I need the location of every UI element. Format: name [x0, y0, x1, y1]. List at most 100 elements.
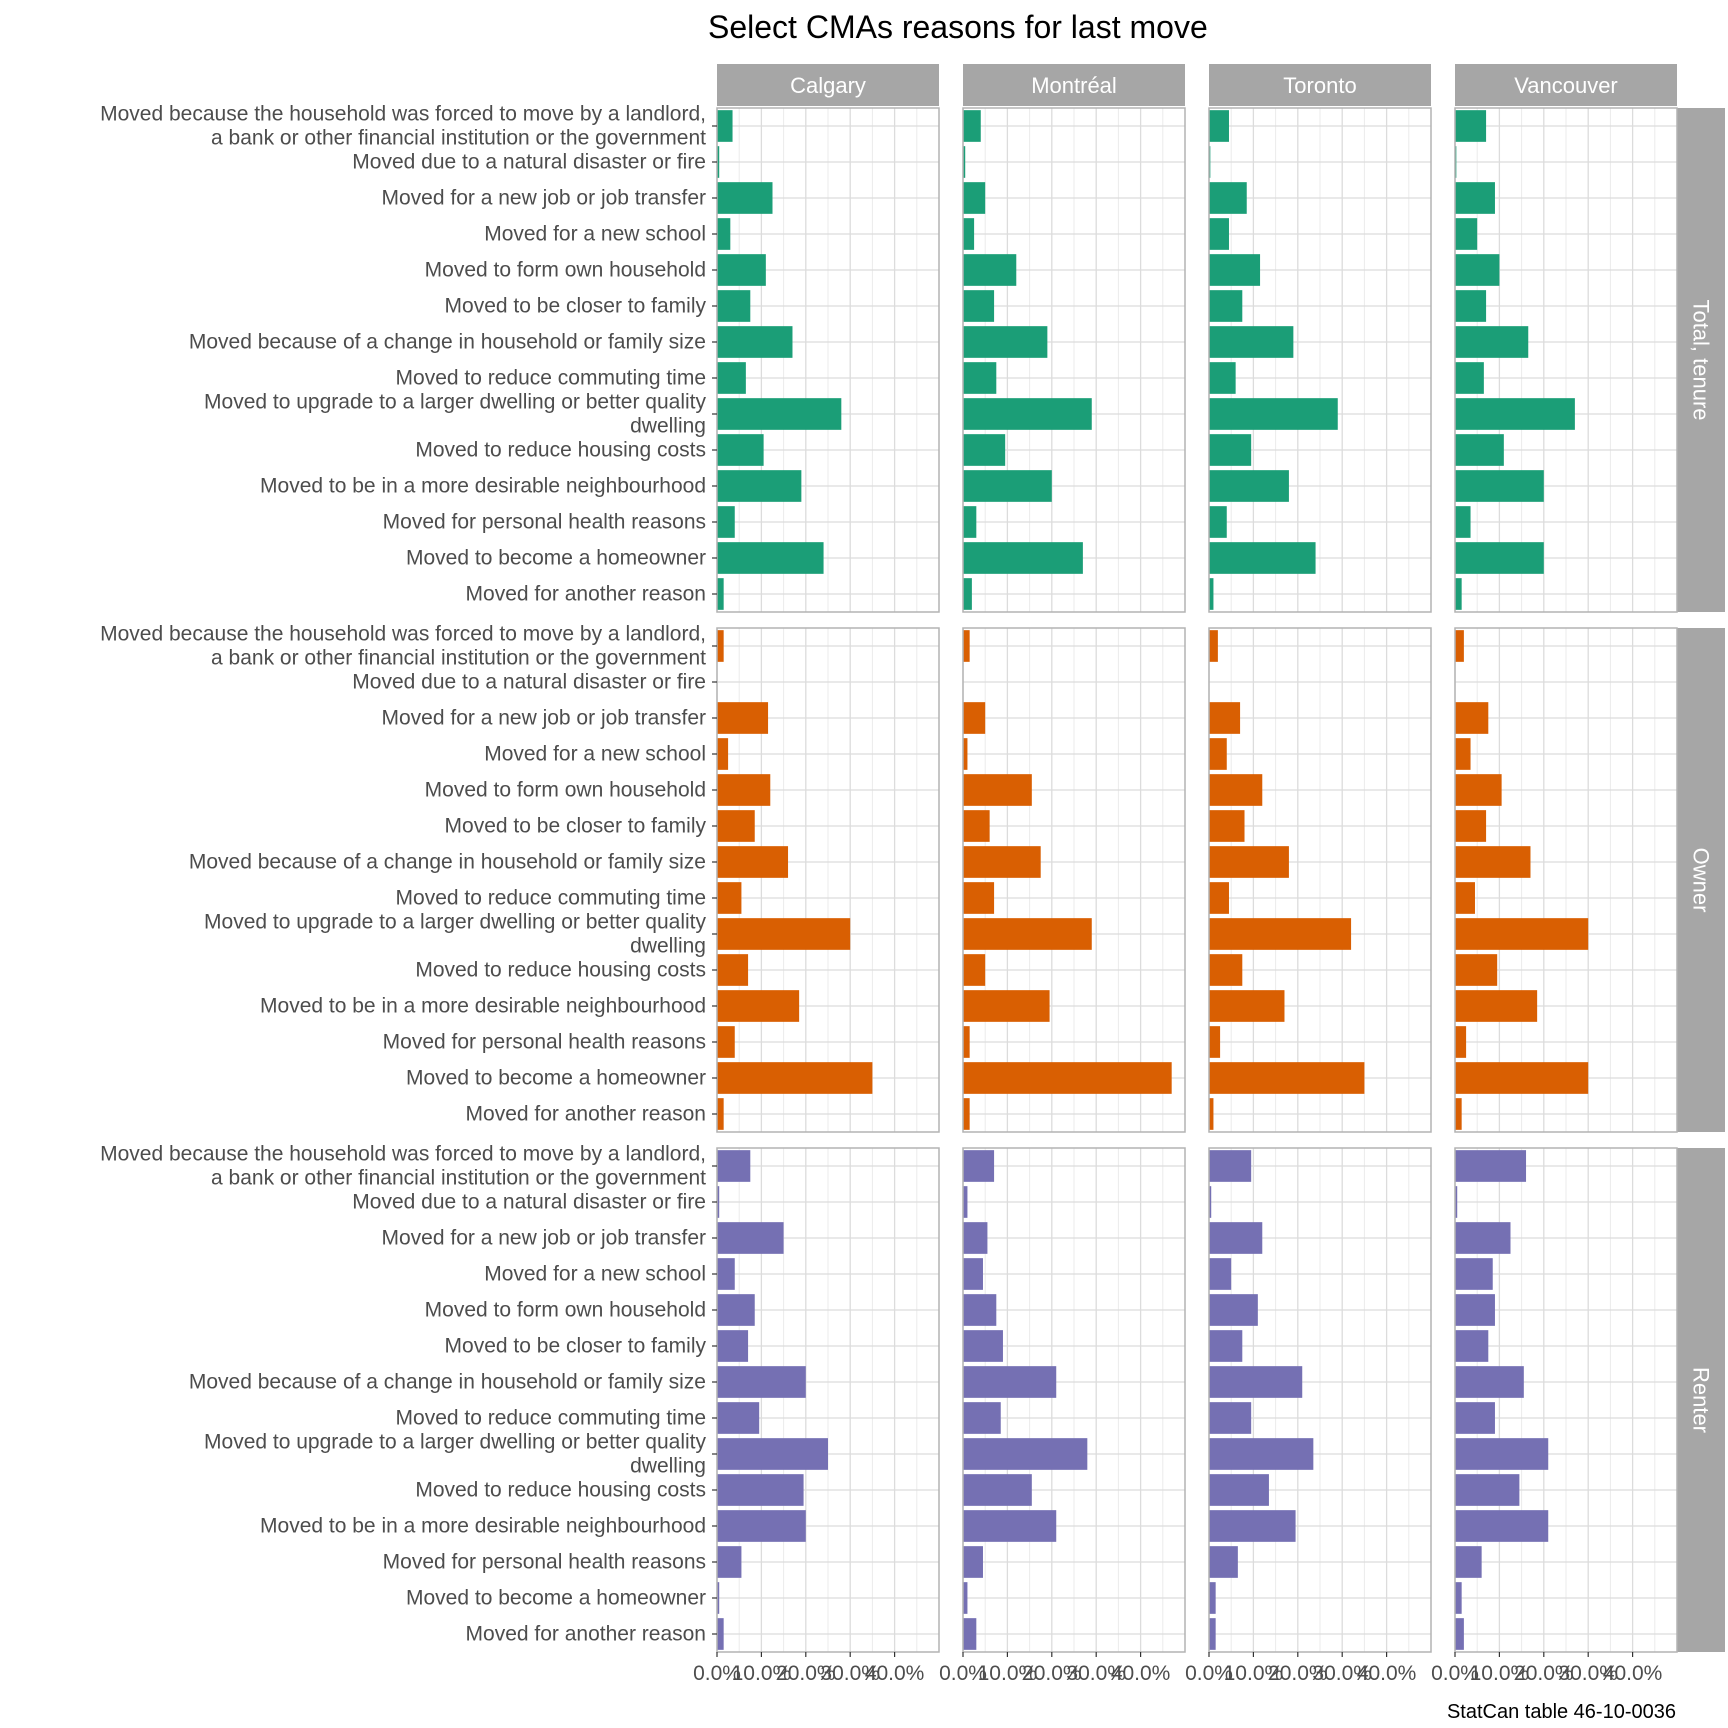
bar	[1455, 846, 1531, 878]
bar	[1455, 470, 1544, 502]
bar	[1455, 918, 1589, 950]
bar	[1209, 578, 1214, 610]
panel-border	[1454, 107, 1678, 613]
panel-border	[1454, 627, 1678, 1133]
bar	[717, 1438, 828, 1470]
y-tick-label: Moved to be in a more desirable neighbou…	[260, 995, 706, 1018]
bar	[1455, 1186, 1458, 1218]
panel	[1454, 627, 1678, 1133]
bar	[1455, 630, 1464, 662]
bar	[963, 1330, 1003, 1362]
y-tick-label: Moved because the household was forced t…	[100, 1143, 706, 1166]
bar	[963, 290, 995, 322]
bar	[963, 738, 968, 770]
bar	[1209, 1474, 1269, 1506]
bar	[1209, 434, 1252, 466]
strip-total-tenure	[1677, 108, 1725, 612]
bar	[1455, 218, 1478, 250]
strip-toronto	[1209, 64, 1431, 106]
y-tick-label: Moved to become a homeowner	[406, 1067, 706, 1090]
bar	[1209, 846, 1289, 878]
y-tick-label: Moved to upgrade to a larger dwelling or…	[204, 911, 706, 934]
bar	[1209, 702, 1241, 734]
bar	[1209, 110, 1229, 142]
y-tick-label: Moved to reduce housing costs	[415, 439, 706, 462]
strip-label: Total, tenure	[1689, 299, 1714, 420]
y-tick-label: Moved to reduce commuting time	[396, 367, 706, 390]
strip-label: Calgary	[790, 73, 866, 98]
bar	[963, 1258, 983, 1290]
y-tick-label: Moved to upgrade to a larger dwelling or…	[204, 1431, 706, 1454]
strip-label: Montréal	[1031, 73, 1117, 98]
bar	[1455, 506, 1471, 538]
strip-label: Vancouver	[1514, 73, 1618, 98]
x-tick-label: 20.0%	[1022, 1662, 1082, 1685]
y-tick-label: Moved to be in a more desirable neighbou…	[260, 475, 706, 498]
bar	[963, 774, 1032, 806]
panel-border	[716, 1147, 940, 1653]
bar	[1455, 110, 1487, 142]
bar	[717, 846, 789, 878]
bar	[717, 326, 793, 358]
bar	[1209, 254, 1261, 286]
bar	[1455, 702, 1489, 734]
panel-border	[1454, 1147, 1678, 1653]
y-tick-label: Moved to reduce housing costs	[415, 959, 706, 982]
bar	[717, 918, 851, 950]
bar	[717, 434, 764, 466]
bar	[1209, 1510, 1296, 1542]
bar	[963, 954, 986, 986]
bar	[717, 470, 802, 502]
strip-vancouver	[1455, 64, 1677, 106]
y-tick-label: Moved to reduce commuting time	[396, 887, 706, 910]
bar	[1209, 182, 1247, 214]
bar	[1455, 774, 1502, 806]
bar	[1209, 1582, 1216, 1614]
bar	[1455, 182, 1495, 214]
y-tick-label: Moved to reduce housing costs	[415, 1479, 706, 1502]
bar	[1455, 1098, 1462, 1130]
x-tick-label: 40.0%	[865, 1662, 925, 1685]
bar	[1209, 1098, 1214, 1130]
panel	[1208, 627, 1432, 1133]
chart-caption: StatCan table 46-10-0036	[1447, 1701, 1676, 1723]
bar	[1209, 290, 1243, 322]
bar	[1455, 990, 1538, 1022]
bar	[963, 630, 970, 662]
bar	[1455, 1150, 1527, 1182]
bar	[963, 990, 1050, 1022]
bar	[1455, 578, 1462, 610]
bar	[717, 1366, 806, 1398]
bar	[1209, 1026, 1221, 1058]
bar	[963, 1150, 995, 1182]
bar	[717, 1402, 760, 1434]
bar	[1209, 398, 1338, 430]
bar	[1209, 1150, 1252, 1182]
bar	[963, 1098, 970, 1130]
bar	[1455, 434, 1504, 466]
bar	[1455, 1258, 1493, 1290]
bar	[1209, 1294, 1258, 1326]
panel	[1454, 1147, 1678, 1653]
bar	[1455, 1366, 1524, 1398]
bar	[1209, 1546, 1238, 1578]
bar	[1209, 1330, 1243, 1362]
bar	[963, 1294, 997, 1326]
y-tick-label: Moved for a new school	[484, 743, 706, 766]
panel-border	[962, 107, 1186, 613]
bar	[1455, 290, 1487, 322]
bar	[1455, 1294, 1495, 1326]
bar	[1209, 362, 1236, 394]
bar	[963, 702, 986, 734]
y-tick-label: Moved for a new job or job transfer	[382, 1227, 707, 1250]
y-tick-label: Moved for another reason	[466, 583, 706, 606]
x-tick-label: 40.0%	[1111, 1662, 1171, 1685]
panel	[1208, 107, 1432, 613]
y-tick-label: Moved to form own household	[425, 779, 706, 802]
bar	[717, 1098, 724, 1130]
bar	[963, 326, 1048, 358]
x-tick-label: 0.0%	[1185, 1662, 1233, 1685]
y-tick-label: Moved because of a change in household o…	[189, 1371, 706, 1394]
y-tick-label: Moved because the household was forced t…	[100, 103, 706, 126]
